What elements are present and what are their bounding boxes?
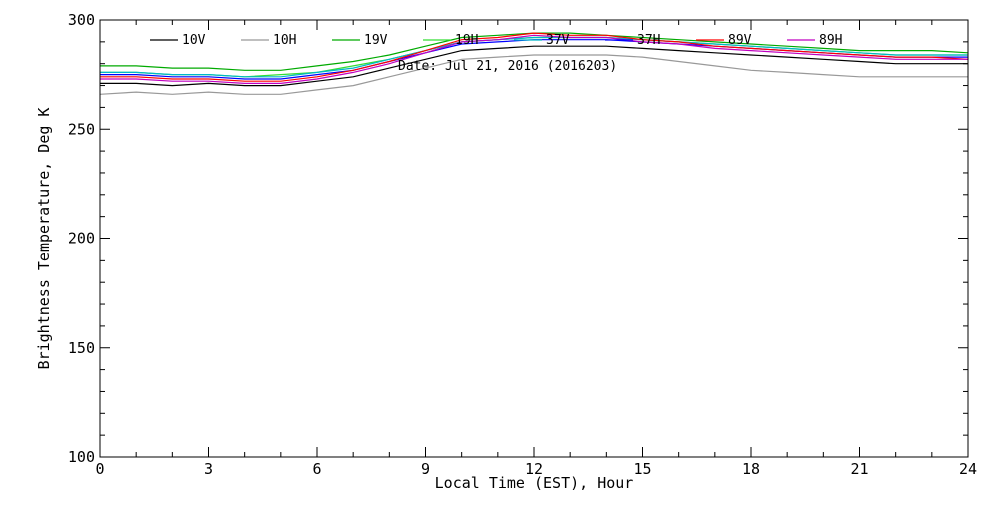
- legend-label-89v: 89V: [728, 33, 752, 48]
- series-line-10h: [99, 54, 968, 95]
- legend-label-19h: 19H: [455, 33, 478, 48]
- y-tick-label: 300: [68, 11, 95, 29]
- date-annotation: Date: Jul 21, 2016 (2016203): [398, 59, 617, 74]
- x-tick-label: 18: [742, 460, 760, 478]
- series-line-89v: [100, 32, 969, 82]
- y-tick-label: 150: [68, 339, 95, 357]
- x-tick-label: 21: [850, 460, 868, 478]
- plot-frame: [99, 19, 969, 458]
- x-tick-label: 24: [959, 460, 977, 478]
- series-line-89h: [100, 34, 968, 85]
- legend: 10V 10H 19V 19H 37V 37H 89V 89H: [150, 33, 842, 48]
- legend-label-10h: 10H: [273, 33, 296, 48]
- y-axis-title: Brightness Temperature, Deg K: [35, 108, 53, 370]
- y-tick-label: 250: [68, 120, 95, 138]
- x-tick-label: 0: [95, 460, 104, 478]
- x-axis-title: Local Time (EST), Hour: [435, 474, 634, 492]
- legend-label-89h: 89H: [819, 33, 842, 48]
- legend-label-10v: 10V: [182, 33, 206, 48]
- x-tick-label: 12: [525, 460, 543, 478]
- legend-label-37v: 37V: [546, 33, 570, 48]
- x-tick-label: 15: [633, 460, 651, 478]
- x-tick-label: 9: [421, 460, 430, 478]
- y-tick-label: 200: [68, 230, 95, 248]
- legend-label-19v: 19V: [364, 33, 388, 48]
- series-line-10v: [100, 45, 968, 87]
- x-tick-label: 3: [204, 460, 213, 478]
- axes: 0 3 6 9 12 15 18 21 24 100 150 200 250 300: [68, 11, 977, 478]
- x-tick-label: 6: [312, 460, 321, 478]
- y-tick-label: 100: [68, 448, 95, 466]
- legend-label-37h: 37H: [637, 33, 660, 48]
- series-line-37v: [100, 36, 968, 78]
